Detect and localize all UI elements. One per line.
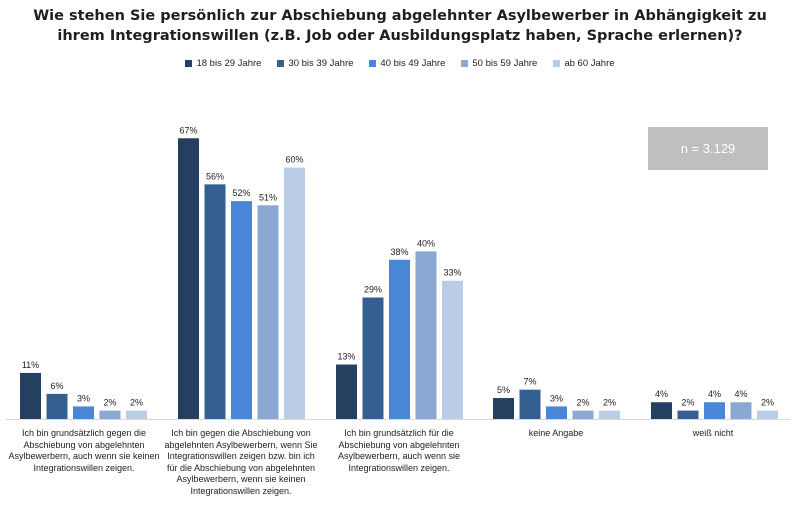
legend: 18 bis 29 Jahre 30 bis 39 Jahre 40 bis 4… <box>0 58 800 69</box>
legend-label-50-59: 50 bis 59 Jahre <box>472 58 538 69</box>
chart-title: Wie stehen Sie persönlich zur Abschiebun… <box>33 8 767 44</box>
data-label-5-series-1: 4% <box>655 389 668 399</box>
data-label-1-series-2: 6% <box>50 381 63 391</box>
bar-5-series-1 <box>651 402 672 419</box>
legend-label-30-39: 30 bis 39 Jahre <box>288 58 354 69</box>
legend-item-30-39: 30 bis 39 Jahre <box>277 58 353 69</box>
bar-1-series-2 <box>46 393 68 419</box>
sample-size-box: n = 3.129 <box>648 127 768 170</box>
bar-3-series-2 <box>362 297 384 419</box>
bar-2-series-5 <box>284 167 305 419</box>
data-label-1-series-3: 3% <box>77 393 90 403</box>
legend-item-50-59: 50 bis 59 Jahre <box>461 58 537 69</box>
bar-4-series-5 <box>599 410 620 419</box>
legend-swatch-60plus <box>553 60 561 67</box>
data-label-2-series-4: 51% <box>259 192 277 202</box>
data-label-3-series-5: 33% <box>443 268 461 278</box>
bar-4-series-4 <box>572 410 594 419</box>
data-label-5-series-4: 4% <box>734 389 747 399</box>
data-label-2-series-3: 52% <box>232 188 250 198</box>
category-label-2: Ich bin gegen die Abschiebung von abgele… <box>164 428 318 496</box>
data-label-1-series-1: 11% <box>22 360 39 370</box>
data-label-2-series-1: 67% <box>179 125 197 135</box>
legend-item-60plus: ab 60 Jahre <box>553 58 615 69</box>
category-label-5: weiß nicht <box>692 428 734 438</box>
data-label-2-series-5: 60% <box>285 155 303 165</box>
data-label-2-series-2: 56% <box>206 171 224 181</box>
bar-2-series-2 <box>204 184 226 419</box>
bar-2-series-1 <box>178 138 199 419</box>
legend-item-18-29: 18 bis 29 Jahre <box>185 58 261 69</box>
legend-label-40-49: 40 bis 49 Jahre <box>380 58 446 69</box>
bar-3-series-1 <box>336 364 357 419</box>
bar-5-series-5 <box>757 410 778 419</box>
bar-5-series-2 <box>677 410 699 419</box>
legend-label-18-29: 18 bis 29 Jahre <box>196 58 262 69</box>
bar-1-series-4 <box>99 410 121 419</box>
data-label-4-series-2: 7% <box>523 377 536 387</box>
bar-4-series-3 <box>546 406 567 419</box>
bar-3-series-3 <box>389 259 410 419</box>
bar-3-series-4 <box>415 251 437 419</box>
bar-5-series-4 <box>730 402 752 419</box>
data-label-5-series-5: 2% <box>761 398 774 408</box>
legend-swatch-30-39 <box>277 60 285 67</box>
legend-swatch-18-29 <box>185 60 193 67</box>
data-label-1-series-5: 2% <box>130 398 143 408</box>
bar-2-series-3 <box>231 201 252 419</box>
legend-swatch-40-49 <box>369 60 377 67</box>
data-label-4-series-1: 5% <box>497 385 510 395</box>
data-label-4-series-5: 2% <box>603 398 616 408</box>
legend-swatch-50-59 <box>461 60 469 67</box>
bar-4-series-1 <box>493 398 514 419</box>
bar-1-series-5 <box>126 410 147 419</box>
bar-3-series-5 <box>442 280 463 419</box>
data-label-3-series-2: 29% <box>364 284 382 294</box>
data-label-3-series-4: 40% <box>417 238 435 248</box>
sample-size-label: n = 3.129 <box>680 141 736 156</box>
category-label-1: Ich bin grundsätzlich gegen die Abschieb… <box>8 428 160 473</box>
bar-2-series-4 <box>257 205 279 419</box>
data-label-5-series-2: 2% <box>681 398 694 408</box>
data-label-4-series-4: 2% <box>576 398 589 408</box>
bar-1-series-3 <box>73 406 94 419</box>
category-label-4: keine Angabe <box>528 428 584 438</box>
data-label-1-series-4: 2% <box>103 398 116 408</box>
bar-1-series-1 <box>20 372 41 419</box>
bar-4-series-2 <box>519 389 541 419</box>
data-label-3-series-3: 38% <box>390 247 408 257</box>
data-label-4-series-3: 3% <box>550 393 563 403</box>
legend-item-40-49: 40 bis 49 Jahre <box>369 58 445 69</box>
bar-5-series-3 <box>704 402 725 419</box>
data-label-3-series-1: 13% <box>337 352 355 362</box>
data-label-5-series-3: 4% <box>708 389 721 399</box>
category-label-3: Ich bin grundsätzlich für die Abschiebun… <box>337 428 461 473</box>
legend-label-60plus: ab 60 Jahre <box>564 58 615 69</box>
